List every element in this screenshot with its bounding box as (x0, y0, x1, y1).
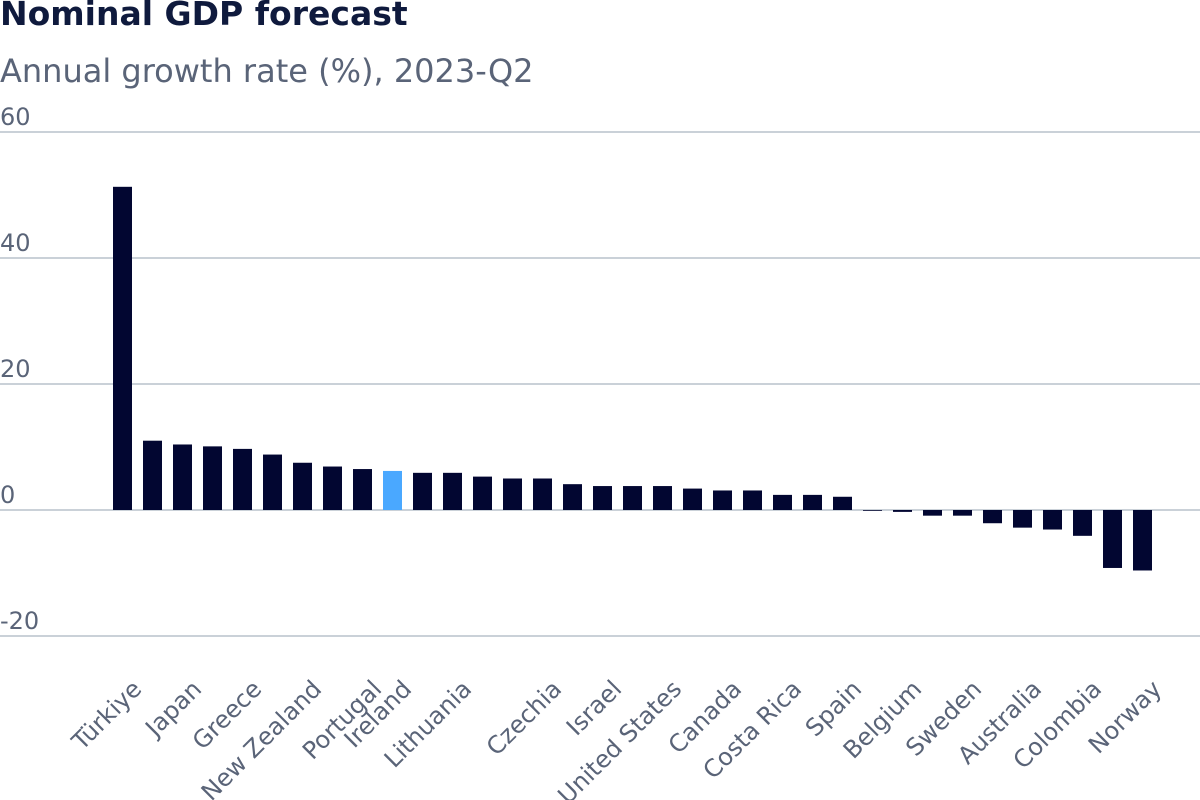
y-tick-label: -20 (0, 607, 39, 635)
bar (1133, 510, 1152, 571)
bar (113, 186, 132, 510)
bars (113, 186, 1152, 571)
y-tick-label: 20 (0, 355, 31, 383)
bar (413, 472, 432, 510)
bar (293, 462, 312, 510)
bar (713, 490, 732, 510)
bar (773, 494, 792, 510)
bar (1043, 510, 1062, 530)
bar (353, 469, 372, 510)
x-tick-label: Türkiye (66, 675, 147, 756)
bar (143, 440, 162, 510)
bar (863, 510, 882, 511)
bar (533, 478, 552, 510)
bar (743, 490, 762, 510)
bar (443, 472, 462, 510)
gridlines: 60 40 20 0 -20 (0, 103, 1200, 637)
y-tick-label: 40 (0, 229, 31, 257)
bar (233, 448, 252, 510)
chart-subtitle: Annual growth rate (%), 2023-Q2 (0, 52, 534, 90)
bar (593, 486, 612, 510)
bar (983, 510, 1002, 524)
bar (623, 486, 642, 510)
bar (1073, 510, 1092, 536)
x-tick-label: Czechia (481, 675, 567, 761)
bar (1103, 510, 1122, 568)
bar (953, 510, 972, 516)
chart-title: Nominal GDP forecast (0, 0, 408, 33)
bar (923, 510, 942, 516)
bar (803, 494, 822, 510)
y-tick-label: 60 (0, 103, 31, 131)
bar (503, 478, 522, 510)
bar (263, 454, 282, 510)
bar (893, 510, 912, 512)
bar (683, 488, 702, 510)
bar (473, 476, 492, 510)
bar (383, 470, 402, 510)
bar (653, 486, 672, 510)
y-tick-label: 0 (0, 481, 15, 509)
bar (323, 466, 342, 510)
bar (203, 446, 222, 510)
bar (1013, 510, 1032, 528)
bar (833, 496, 852, 510)
bar (173, 444, 192, 510)
bar (563, 484, 582, 510)
